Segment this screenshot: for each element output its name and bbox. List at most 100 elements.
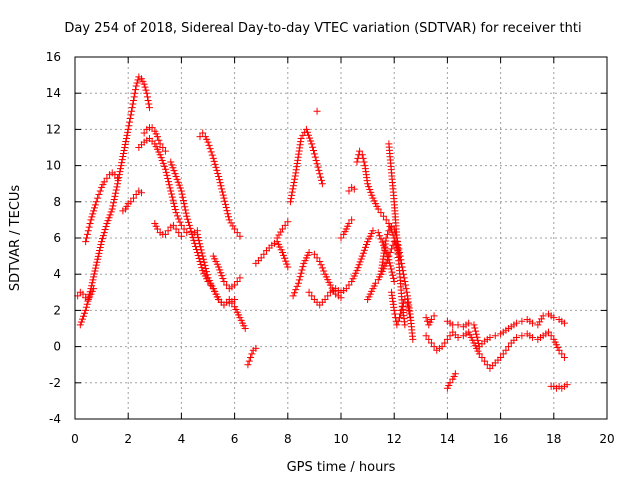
- data-point: [216, 179, 224, 187]
- data-point: [441, 339, 449, 347]
- data-point: [307, 137, 315, 145]
- data-point: [132, 82, 140, 90]
- data-point: [547, 332, 555, 340]
- data-point: [377, 209, 385, 217]
- data-point: [175, 215, 183, 223]
- data-point: [168, 190, 176, 198]
- data-point: [320, 267, 328, 275]
- data-point: [483, 361, 491, 369]
- data-point: [544, 328, 552, 336]
- data-point: [534, 321, 542, 329]
- data-point: [160, 162, 168, 170]
- data-point: [311, 153, 319, 161]
- data-point: [386, 248, 394, 256]
- data-point: [389, 271, 397, 279]
- series-sat-v: [337, 216, 356, 242]
- data-point: [282, 257, 290, 265]
- data-point: [396, 248, 404, 256]
- x-tick-label: 20: [599, 432, 614, 446]
- data-point: [112, 189, 120, 197]
- data-point: [293, 282, 301, 290]
- data-point: [473, 333, 481, 341]
- data-point: [317, 261, 325, 269]
- data-point: [425, 335, 433, 343]
- series-sat-l: [244, 344, 260, 369]
- data-point: [406, 314, 414, 322]
- data-point: [145, 100, 153, 108]
- data-point: [208, 151, 216, 159]
- data-point: [454, 334, 462, 342]
- data-point: [294, 279, 302, 287]
- data-point: [130, 96, 138, 104]
- data-point: [140, 80, 148, 88]
- data-point: [299, 263, 307, 271]
- data-point: [397, 306, 405, 314]
- data-point: [216, 266, 224, 274]
- series-sat-aa: [422, 328, 568, 372]
- data-point: [114, 174, 122, 182]
- data-point: [382, 234, 390, 242]
- data-point: [364, 180, 372, 188]
- data-point: [384, 256, 392, 264]
- x-tick-label: 10: [333, 432, 348, 446]
- data-point: [536, 318, 544, 326]
- data-point: [388, 268, 396, 276]
- data-point: [170, 199, 178, 207]
- data-point: [153, 133, 161, 141]
- data-point: [286, 198, 294, 206]
- data-point: [83, 230, 91, 238]
- data-point: [427, 315, 435, 323]
- data-point: [96, 244, 104, 252]
- data-point: [82, 306, 90, 314]
- x-axis-label: GPS time / hours: [287, 460, 396, 475]
- data-point: [130, 194, 138, 202]
- data-point: [91, 267, 99, 275]
- ticks: 0 2 4 6 8 10 12 14 16 18 20 -4 -2 0 2 4 6 8 10 12 14 16: [46, 50, 615, 446]
- x-tick-label: 6: [231, 432, 239, 446]
- data-point: [393, 321, 401, 329]
- data-point: [518, 332, 526, 340]
- data-point: [161, 230, 169, 238]
- data-point: [306, 134, 314, 142]
- x-tick-label: 0: [71, 432, 79, 446]
- data-point: [82, 303, 90, 311]
- data-point: [359, 249, 367, 257]
- data-point: [472, 327, 480, 335]
- data-point: [231, 225, 239, 233]
- data-point: [91, 204, 99, 212]
- data-point: [222, 203, 230, 211]
- data-point: [181, 203, 189, 211]
- data-point: [171, 170, 179, 178]
- data-point: [121, 140, 129, 148]
- data-point: [288, 191, 296, 199]
- data-point: [537, 315, 545, 323]
- data-point: [185, 221, 193, 229]
- y-tick-label: 8: [53, 195, 61, 209]
- data-point: [244, 361, 252, 369]
- data-point: [209, 154, 217, 162]
- data-point: [310, 150, 318, 158]
- series-sat-ae: [547, 381, 571, 392]
- data-point: [228, 299, 236, 307]
- data-point: [400, 274, 408, 282]
- data-point: [111, 192, 119, 200]
- data-point: [360, 158, 368, 166]
- data-point: [175, 229, 183, 237]
- data-point: [245, 357, 253, 365]
- data-point: [198, 249, 206, 257]
- data-point: [218, 272, 226, 280]
- data-point: [227, 219, 235, 227]
- data-point: [385, 220, 393, 228]
- data-point: [324, 292, 332, 300]
- x-tick-label: 18: [546, 432, 561, 446]
- data-point: [100, 229, 108, 237]
- data-point: [345, 220, 353, 228]
- data-point: [277, 228, 285, 236]
- data-point: [82, 238, 90, 246]
- data-point: [177, 232, 185, 240]
- data-point: [356, 147, 364, 155]
- data-point: [126, 118, 134, 126]
- data-point: [273, 234, 281, 242]
- y-tick-label: 4: [53, 267, 61, 281]
- data-point: [102, 223, 110, 231]
